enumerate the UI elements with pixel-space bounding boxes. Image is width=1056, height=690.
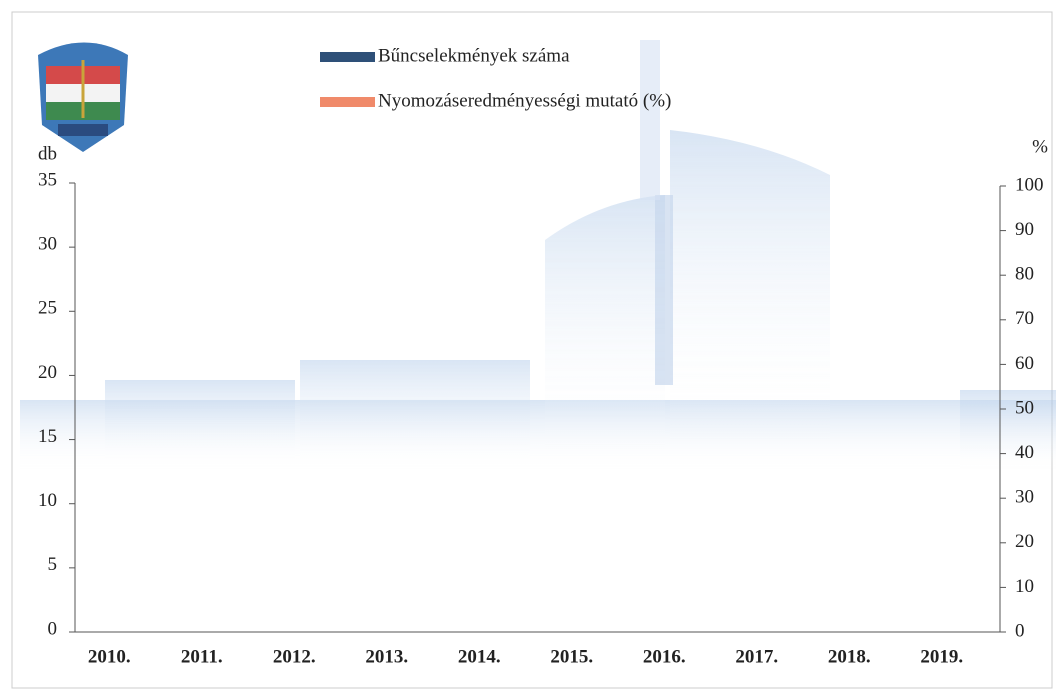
y2-tick-label: 90 bbox=[1015, 219, 1034, 240]
frame bbox=[11, 11, 1053, 689]
y-tick-label: 5 bbox=[48, 554, 58, 575]
y2-tick-label: 50 bbox=[1015, 397, 1034, 418]
y2-tick-label: 100 bbox=[1015, 174, 1044, 195]
x-tick-label: 2010. bbox=[88, 646, 131, 667]
y-tick-label: 0 bbox=[48, 618, 58, 639]
x-tick-label: 2018. bbox=[828, 646, 871, 667]
y-tick-label: 15 bbox=[38, 426, 57, 447]
y2-tick-label: 80 bbox=[1015, 264, 1034, 285]
legend-label: Bűncselekmények száma bbox=[378, 45, 570, 66]
y2-axis-label: % bbox=[1032, 136, 1048, 157]
y-tick-label: 10 bbox=[38, 490, 57, 511]
x-tick-label: 2013. bbox=[365, 646, 408, 667]
legend-swatch bbox=[320, 97, 375, 107]
x-tick-label: 2012. bbox=[273, 646, 316, 667]
police-logo bbox=[38, 42, 128, 152]
y-tick-label: 20 bbox=[38, 362, 57, 383]
x-tick-label: 2017. bbox=[735, 646, 778, 667]
y-tick-label: 35 bbox=[38, 169, 57, 190]
y-tick-label: 30 bbox=[38, 234, 57, 255]
y2-tick-label: 10 bbox=[1015, 576, 1034, 597]
x-tick-label: 2019. bbox=[920, 646, 963, 667]
background-building bbox=[20, 40, 1056, 470]
y2-tick-label: 70 bbox=[1015, 308, 1034, 329]
y2-tick-label: 20 bbox=[1015, 531, 1034, 552]
y2-tick-label: 40 bbox=[1015, 442, 1034, 463]
legend-swatch bbox=[320, 52, 375, 62]
x-tick-label: 2015. bbox=[550, 646, 593, 667]
x-tick-label: 2014. bbox=[458, 646, 501, 667]
y2-tick-label: 60 bbox=[1015, 353, 1034, 374]
x-tick-label: 2011. bbox=[181, 646, 223, 667]
x-tick-label: 2016. bbox=[643, 646, 686, 667]
legend-label: Nyomozáseredményességi mutató (%) bbox=[378, 90, 671, 111]
y2-tick-label: 30 bbox=[1015, 487, 1034, 508]
y2-tick-label: 0 bbox=[1015, 620, 1025, 641]
y-axis-label: db bbox=[38, 143, 57, 164]
y-tick-label: 25 bbox=[38, 298, 57, 319]
